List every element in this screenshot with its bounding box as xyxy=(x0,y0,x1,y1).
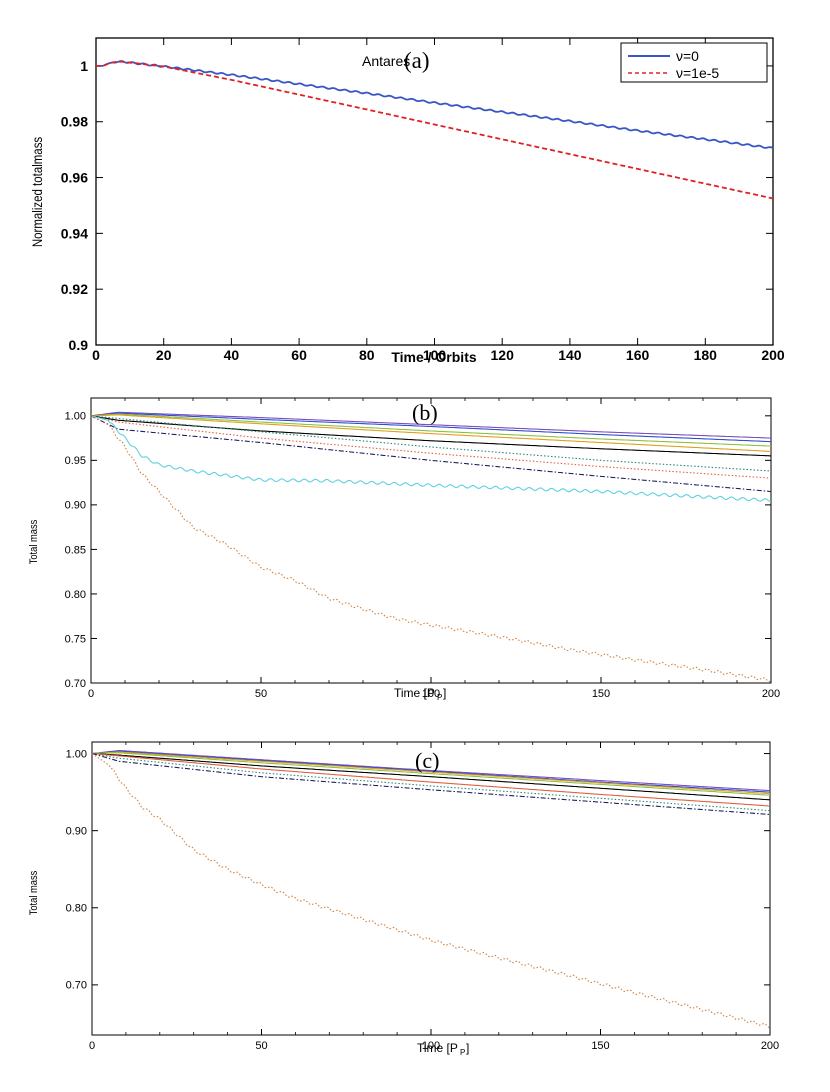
y-tick-label: 1 xyxy=(80,58,88,74)
panel-b-x-axis-label: Time [P P ] xyxy=(394,686,446,702)
panel-a-title: Antares xyxy=(362,53,410,69)
x-tick-label: 200 xyxy=(761,347,785,363)
panel-b-x-ticks: 0 50 100 150 200 xyxy=(88,398,780,700)
series-line-1 xyxy=(90,412,771,443)
y-tick-label: 0.80 xyxy=(65,589,86,601)
series-line-0 xyxy=(96,60,774,149)
series-line-7 xyxy=(91,753,771,816)
y-tick-label: 0.75 xyxy=(65,633,86,645)
y-tick-label: 0.90 xyxy=(65,500,86,512)
series-line-5 xyxy=(91,753,771,807)
panel-a-y-ticks: 0.9 0.92 0.94 0.96 0.98 1 xyxy=(61,58,773,353)
x-tick-label: 200 xyxy=(762,688,780,700)
panel-a-legend: ν=0 ν=1e-5 xyxy=(620,42,768,83)
x-tick-label: 100 xyxy=(422,1040,440,1052)
panel-a-legend-label-nu1e5: ν=1e-5 xyxy=(676,65,719,81)
panel-a-series xyxy=(96,60,774,200)
y-tick-label: 0.92 xyxy=(61,281,88,297)
y-tick-label: 0.85 xyxy=(65,544,86,556)
x-tick-label: 160 xyxy=(626,347,650,363)
panel-b: 0.70 0.75 0.80 0.85 0.90 0.95 1.00 0 50 100 150 20… xyxy=(28,397,780,702)
x-tick-label: 80 xyxy=(359,347,375,363)
panel-c-plot-frame xyxy=(91,741,771,1036)
x-tick-label: 0 xyxy=(89,1040,95,1052)
y-tick-label: 0.94 xyxy=(61,225,88,241)
x-tick-label: 40 xyxy=(224,347,240,363)
series-line-0 xyxy=(91,749,771,792)
y-tick-label: 0.80 xyxy=(66,903,87,915)
x-tick-label: 200 xyxy=(761,1040,779,1052)
panel-b-x-axis-label-close: ] xyxy=(443,686,446,700)
y-tick-label: 1.00 xyxy=(65,411,86,423)
series-line-0 xyxy=(90,411,772,439)
panel-c-x-axis-label-sub: P xyxy=(460,1048,465,1057)
x-tick-label: 120 xyxy=(491,347,515,363)
x-tick-label: 50 xyxy=(255,1040,267,1052)
x-tick-label: 100 xyxy=(423,347,447,363)
series-line-3 xyxy=(91,752,771,796)
panel-c-x-axis-label-close: ] xyxy=(466,1041,469,1055)
series-line-3 xyxy=(91,414,772,452)
x-tick-label: 100 xyxy=(422,688,440,700)
x-tick-label: 150 xyxy=(591,1040,609,1052)
panel-c-label: (c) xyxy=(415,748,439,773)
y-tick-label: 0.70 xyxy=(66,980,87,992)
x-tick-label: 60 xyxy=(291,347,307,363)
panel-a-label: (a) xyxy=(404,48,430,73)
x-tick-label: 180 xyxy=(694,347,718,363)
panel-c-y-ticks: 0.70 0.80 0.90 1.00 xyxy=(66,748,770,992)
y-tick-label: 1.00 xyxy=(66,748,87,760)
x-tick-label: 0 xyxy=(92,347,100,363)
panel-b-label: (b) xyxy=(412,400,438,425)
y-tick-label: 0.96 xyxy=(61,169,88,185)
series-line-7 xyxy=(90,415,772,493)
panel-b-x-axis-label-sub: P xyxy=(437,693,442,702)
panel-c-x-axis-label-main: Time [P xyxy=(417,1041,458,1055)
panel-b-series xyxy=(90,411,772,683)
series-line-8 xyxy=(90,415,772,503)
panel-c: 0.70 0.80 0.90 1.00 0 50 100 150 200 (c) Total … xyxy=(28,741,779,1057)
panel-a-legend-label-nu0: ν=0 xyxy=(676,48,699,64)
x-tick-label: 0 xyxy=(88,688,94,700)
panel-b-x-axis-label-main: Time [P xyxy=(394,686,435,700)
y-tick-label: 0.95 xyxy=(65,455,86,467)
series-line-2 xyxy=(91,751,771,795)
panel-a-x-axis-label: Time / Orbits xyxy=(391,349,477,365)
x-tick-label: 20 xyxy=(156,347,172,363)
panel-c-x-ticks: 0 50 100 150 200 xyxy=(89,742,779,1052)
panel-a-x-ticks: 0 20 40 60 80 100 120 140 160 180 200 xyxy=(92,38,785,363)
series-line-2 xyxy=(90,413,772,447)
x-tick-label: 140 xyxy=(558,347,582,363)
panel-a-legend-box xyxy=(620,42,768,83)
panel-a-plot-frame xyxy=(95,37,774,346)
y-tick-label: 0.90 xyxy=(66,826,87,838)
y-tick-label: 0.9 xyxy=(69,337,89,353)
y-tick-label: 0.98 xyxy=(61,114,88,130)
panel-c-x-axis-label: Time [P P ] xyxy=(417,1041,469,1057)
x-tick-label: 50 xyxy=(255,688,267,700)
y-tick-label: 0.70 xyxy=(65,678,86,690)
series-line-4 xyxy=(91,753,771,801)
series-line-6 xyxy=(91,753,771,812)
x-tick-label: 150 xyxy=(592,688,610,700)
panel-c-y-axis-label: Total mass xyxy=(28,871,40,916)
panel-a: 0.9 0.92 0.94 0.96 0.98 1 0 20 40 60 80 100 120 140 1… xyxy=(29,37,785,365)
panel-c-series xyxy=(91,749,771,1029)
series-line-1e5 xyxy=(96,60,774,200)
series-line-1 xyxy=(91,750,771,793)
series-line-4 xyxy=(90,415,772,457)
panel-b-y-ticks: 0.70 0.75 0.80 0.85 0.90 0.95 1.00 xyxy=(65,411,771,690)
panel-a-y-axis-label: Normalized totalmass xyxy=(29,137,45,247)
series-line-8 xyxy=(91,753,771,1029)
panel-b-y-axis-label: Total mass xyxy=(28,520,40,565)
